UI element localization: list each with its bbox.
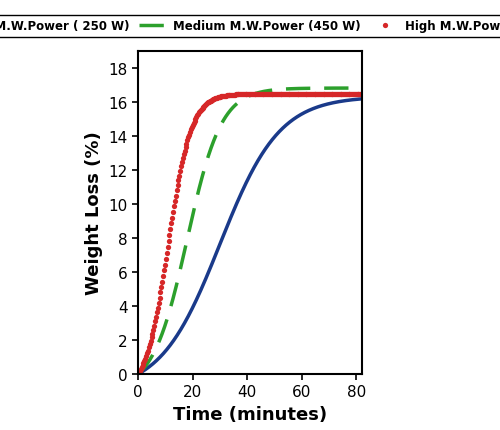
Low M.W.Power ( 250 W) bbox=[238, 192, 244, 197]
Y-axis label: Weight Loss (%): Weight Loss (%) bbox=[84, 131, 102, 295]
Low M.W.Power ( 250 W) bbox=[352, 98, 358, 103]
High M.W.Power (900 W) bbox=[352, 92, 358, 97]
High M.W.Power (900 W) bbox=[238, 92, 244, 98]
Low M.W.Power ( 250 W) bbox=[146, 364, 152, 369]
Medium M.W.Power (450 W) bbox=[146, 358, 152, 363]
Medium M.W.Power (450 W) bbox=[359, 86, 365, 92]
High M.W.Power (900 W) bbox=[359, 92, 365, 97]
Legend: Low M.W.Power ( 250 W), Medium M.W.Power (450 W), High M.W.Power (900 W): Low M.W.Power ( 250 W), Medium M.W.Power… bbox=[0, 15, 500, 38]
X-axis label: Time (minutes): Time (minutes) bbox=[173, 405, 327, 423]
Medium M.W.Power (450 W) bbox=[135, 372, 141, 377]
Low M.W.Power ( 250 W) bbox=[359, 97, 365, 102]
High M.W.Power (900 W) bbox=[146, 343, 152, 348]
Medium M.W.Power (450 W) bbox=[244, 95, 250, 100]
High M.W.Power (900 W) bbox=[244, 92, 250, 97]
Medium M.W.Power (450 W) bbox=[352, 86, 358, 92]
Low M.W.Power ( 250 W) bbox=[135, 372, 141, 377]
High M.W.Power (900 W) bbox=[312, 92, 318, 97]
Low M.W.Power ( 250 W) bbox=[244, 179, 250, 184]
High M.W.Power (900 W) bbox=[352, 92, 358, 97]
Medium M.W.Power (450 W) bbox=[238, 98, 244, 104]
Medium M.W.Power (450 W) bbox=[312, 86, 318, 92]
Line: Low M.W.Power ( 250 W): Low M.W.Power ( 250 W) bbox=[138, 100, 362, 374]
High M.W.Power (900 W) bbox=[135, 372, 141, 377]
Low M.W.Power ( 250 W) bbox=[352, 98, 358, 103]
Low M.W.Power ( 250 W) bbox=[312, 106, 318, 111]
Medium M.W.Power (450 W) bbox=[352, 86, 358, 92]
Line: Medium M.W.Power (450 W): Medium M.W.Power (450 W) bbox=[138, 89, 362, 374]
Line: High M.W.Power (900 W): High M.W.Power (900 W) bbox=[136, 92, 364, 377]
